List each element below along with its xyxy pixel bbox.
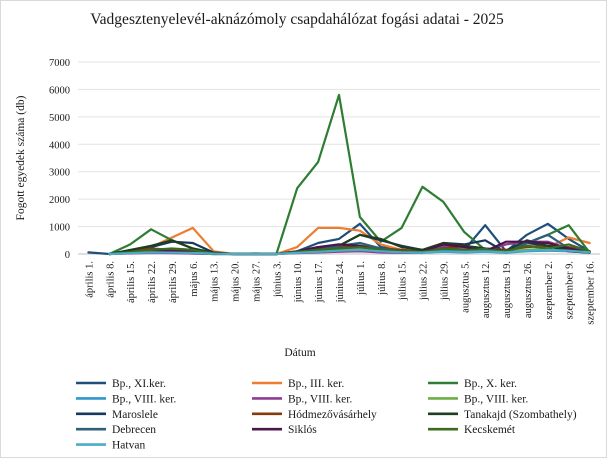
y-axis-title: Fogott egyedek száma (db): [15, 95, 27, 220]
x-tick-label: június 10.: [293, 261, 304, 303]
x-tick-label: szeptember 16.: [586, 261, 597, 325]
y-tick-label: 7000: [49, 58, 70, 69]
x-tick-label: június 17.: [314, 261, 325, 303]
x-tick-label: szeptember 9.: [565, 261, 576, 319]
x-tick-label: május 20.: [231, 261, 242, 302]
x-tick-label: augusztus 19.: [502, 261, 513, 318]
x-tick-label: május 6.: [189, 261, 200, 297]
legend-label: Bp., III. ker.: [288, 378, 344, 390]
legend-label: Bp., VIII. ker.: [112, 393, 176, 405]
x-tick-label: július 15.: [398, 261, 409, 301]
legend-label: Hódmezővásárhely: [288, 409, 377, 421]
x-tick-label: május 13.: [210, 261, 221, 302]
legend-label: Kecskemét: [464, 424, 516, 436]
y-tick-label: 1000: [49, 223, 70, 234]
x-axis-ticks: április 1. április 8. április 15. április 2…: [84, 261, 596, 325]
chart-title: Vadgesztenyelevél-aknázómoly csapdahálóz…: [90, 11, 504, 28]
x-tick-label: június 3.: [272, 261, 283, 298]
series-line-11: [108, 240, 591, 256]
legend: Bp., XI.ker. Bp., III. ker. Bp., X. ker. Bp…: [76, 378, 577, 452]
x-tick-label: augusztus 12.: [481, 261, 492, 318]
y-axis-ticks: 0 1000 2000 3000 4000 5000 6000 7000: [49, 58, 70, 261]
x-tick-label: július 29.: [439, 261, 450, 301]
legend-label: Hatvan: [112, 440, 145, 452]
y-tick-label: 6000: [49, 85, 70, 96]
series-line-12: [108, 243, 591, 256]
y-tick-label: 0: [65, 250, 70, 261]
x-tick-label: május 27.: [251, 261, 262, 302]
x-tick-label: április 29.: [168, 261, 179, 303]
x-tick-label: április 8.: [105, 261, 116, 298]
legend-label: Bp., XI.ker.: [112, 378, 166, 390]
legend-label: Maroslele: [112, 409, 158, 421]
x-tick-label: július 8.: [377, 261, 388, 296]
series-lines: [87, 93, 591, 256]
legend-label: Bp., VIII. ker.: [464, 393, 528, 405]
legend-label: Debrecen: [112, 424, 156, 436]
x-tick-label: április 15.: [126, 261, 137, 303]
x-tick-label: április 1.: [84, 261, 95, 298]
y-tick-label: 5000: [49, 113, 70, 124]
x-axis-title: Dátum: [284, 347, 315, 359]
x-tick-label: április 22.: [147, 261, 158, 303]
legend-label: Tanakajd (Szombathely): [464, 409, 577, 421]
legend-label: Bp., X. ker.: [464, 378, 517, 390]
legend-label: Siklós: [288, 424, 317, 436]
legend-label: Bp., VIII. ker.: [288, 393, 352, 405]
y-tick-label: 4000: [49, 140, 70, 151]
x-tick-label: augusztus 5.: [460, 261, 471, 313]
x-tick-label: szeptember 2.: [544, 261, 555, 319]
x-tick-label: augusztus 26.: [523, 261, 534, 318]
series-line-13: [108, 248, 591, 256]
x-tick-label: július 1.: [356, 261, 367, 296]
x-tick-label: június 24.: [335, 261, 346, 303]
x-tick-label: július 22.: [419, 261, 430, 301]
y-tick-label: 3000: [49, 168, 70, 179]
y-tick-label: 2000: [49, 195, 70, 206]
